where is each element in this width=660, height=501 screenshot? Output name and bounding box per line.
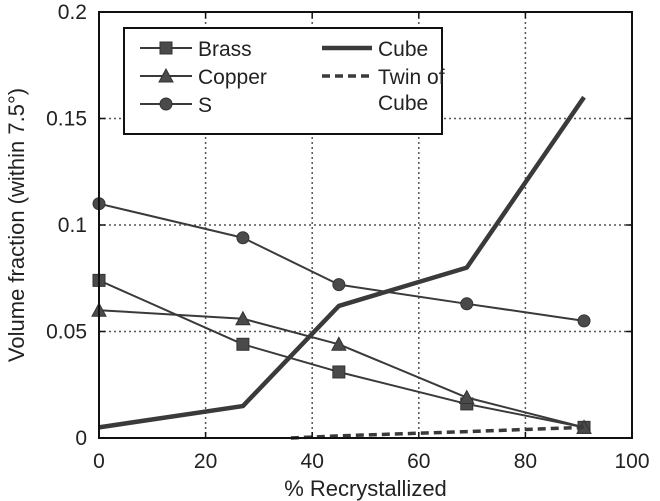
square-marker	[236, 337, 250, 351]
circle-marker	[236, 231, 250, 245]
series-line	[98, 95, 586, 430]
legend-item-brass: Brass	[140, 38, 252, 61]
legend-label: Copper	[198, 66, 267, 89]
series-s	[92, 197, 591, 328]
axis-ticks: 0 20 40 60 80 100 0 0.05 0.1 0.15 0.2	[46, 1, 649, 473]
series-line	[290, 425, 585, 440]
series-line	[98, 279, 585, 429]
x-tick-label: 100	[614, 450, 649, 473]
y-tick-label: 0.05	[46, 321, 87, 344]
circle-marker	[332, 278, 346, 292]
legend-item-copper: Copper	[140, 66, 267, 89]
x-tick-label: 20	[194, 450, 217, 473]
x-tick-label: 0	[93, 450, 105, 473]
legend-label: Twin of	[378, 66, 445, 89]
legend-item-s: S	[140, 94, 212, 117]
legend-box	[123, 27, 443, 135]
legend-label: S	[198, 94, 212, 117]
triangle-marker	[331, 336, 347, 351]
circle-marker	[577, 314, 591, 328]
square-marker	[332, 365, 346, 379]
y-tick-label: 0.1	[58, 214, 87, 237]
legend-item-cube: Cube	[322, 38, 428, 61]
x-tick-label: 40	[301, 450, 324, 473]
series-cube	[98, 95, 586, 430]
legend-label: Cube	[378, 38, 428, 61]
triangle-marker	[235, 310, 251, 326]
series-twin-of-cube	[290, 425, 585, 440]
triangle-marker	[158, 67, 174, 83]
series-copper	[91, 302, 592, 434]
square-marker	[159, 41, 173, 55]
triangle-marker	[458, 389, 475, 405]
y-axis-title: Volume fraction (within 7.5°)	[4, 88, 29, 362]
legend: Brass Copper S Cube Twin of Cube	[123, 27, 445, 135]
y-tick-label: 0.2	[58, 1, 87, 24]
x-tick-label: 60	[407, 450, 430, 473]
x-axis-title: % Recrystallized	[284, 476, 447, 501]
y-tick-label: 0.15	[46, 108, 87, 131]
legend-item-twin-of-cube: Twin of Cube	[322, 66, 445, 115]
series-group	[91, 95, 592, 440]
x-tick-label: 80	[514, 450, 537, 473]
circle-marker	[460, 297, 474, 311]
legend-label: Cube	[378, 92, 428, 115]
y-tick-label: 0	[75, 427, 87, 450]
legend-label: Brass	[198, 38, 252, 61]
circle-marker	[159, 97, 173, 111]
